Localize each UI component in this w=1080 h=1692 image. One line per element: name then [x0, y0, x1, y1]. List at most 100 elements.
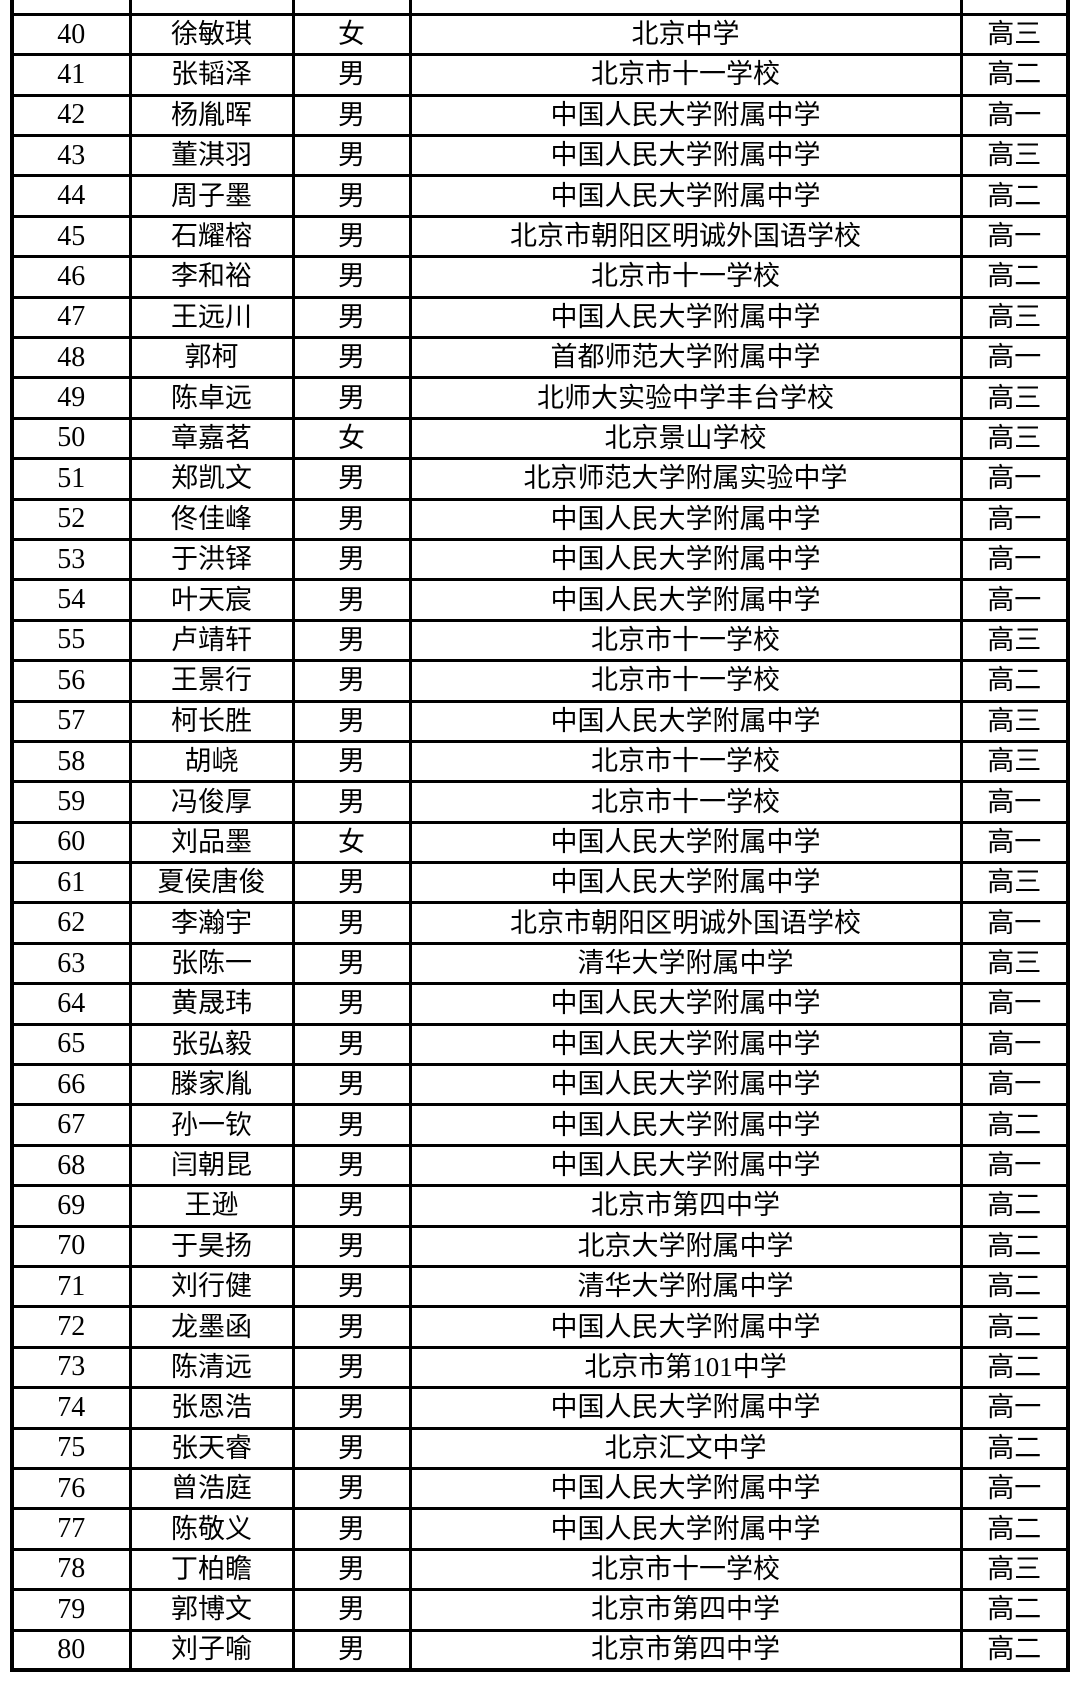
- cell-name: 夏侯唐俊: [128, 861, 295, 905]
- cell-grade: 高一: [959, 1022, 1070, 1067]
- cell-school: 中国人民大学附属中学: [408, 537, 963, 582]
- cell-name: 黄晟玮: [128, 982, 295, 1026]
- cell-grade: 高二: [959, 1264, 1070, 1309]
- cell-grade: 高一: [959, 457, 1070, 501]
- cell-grade: 高二: [959, 1305, 1070, 1349]
- cell-name: 周子墨: [128, 174, 295, 218]
- cell-school: 中国人民大学附属中学: [408, 699, 963, 743]
- cell-gender: 男: [291, 618, 412, 663]
- cell-grade: 高三: [959, 618, 1070, 663]
- table-row: 60 刘品墨女中国人民大学附属中学 高一: [10, 820, 1070, 865]
- cell-grade: 高三: [959, 376, 1070, 420]
- table-row: 42 杨胤晖男中国人民大学附属中学 高一: [10, 93, 1070, 138]
- table-row: 77 陈敬义男中国人民大学附属中学 高二: [10, 1507, 1070, 1551]
- cell-school: 中国人民大学附属中学: [408, 93, 963, 138]
- cell-gender: 男: [291, 174, 412, 218]
- cell-gender: 男: [291, 1466, 412, 1511]
- cell-grade: 高二: [959, 1628, 1070, 1672]
- table-row: 52 佟佳峰男中国人民大学附属中学 高一: [10, 497, 1070, 541]
- cell-school: 中国人民大学附属中学: [408, 1507, 963, 1551]
- cell-gender: 男: [291, 861, 412, 905]
- cell-grade: 高一: [959, 780, 1070, 824]
- cell-empty: [128, 0, 295, 16]
- cell-no: 60: [10, 820, 132, 865]
- cell-gender: 男: [291, 134, 412, 178]
- table-row: 54 叶天宸男中国人民大学附属中学 高一: [10, 578, 1070, 622]
- cell-gender: 男: [291, 780, 412, 824]
- cell-gender: 男: [291, 901, 412, 945]
- cell-grade: 高二: [959, 1426, 1070, 1470]
- cell-name: 郭柯: [128, 336, 295, 380]
- cell-school: 北京市第四中学: [408, 1184, 963, 1228]
- cell-name: 张恩浩: [128, 1386, 295, 1430]
- cell-grade: 高一: [959, 214, 1070, 259]
- cell-gender: 男: [291, 214, 412, 259]
- table-row: 44 周子墨男中国人民大学附属中学 高二: [10, 174, 1070, 218]
- cell-name: 章嘉茗: [128, 416, 295, 461]
- table-row: 41 张韬泽男北京市十一学校 高二: [10, 53, 1070, 97]
- cell-school: 中国人民大学附属中学: [408, 861, 963, 905]
- cell-name: 丁柏瞻: [128, 1547, 295, 1592]
- cell-name: 孙一钦: [128, 1103, 295, 1147]
- cell-gender: 男: [291, 1386, 412, 1430]
- table-row: 78 丁柏瞻男北京市十一学校 高三: [10, 1547, 1070, 1592]
- cell-no: 63: [10, 941, 132, 986]
- cell-grade: 高三: [959, 941, 1070, 986]
- cell-no: 77: [10, 1507, 132, 1551]
- table-row: 58 胡峣男北京市十一学校 高三: [10, 739, 1070, 784]
- cell-gender: 男: [291, 255, 412, 299]
- cell-gender: 男: [291, 1345, 412, 1390]
- cell-no: 48: [10, 336, 132, 380]
- cell-name: 王远川: [128, 295, 295, 340]
- cell-name: 张天睿: [128, 1426, 295, 1470]
- table-row: 70 于昊扬男北京大学附属中学 高二: [10, 1224, 1070, 1269]
- cell-name: 张陈一: [128, 941, 295, 986]
- cell-no: 76: [10, 1466, 132, 1511]
- table-row: 75 张天睿男北京汇文中学 高二: [10, 1426, 1070, 1470]
- cell-no: 46: [10, 255, 132, 299]
- cell-name: 滕家胤: [128, 1063, 295, 1107]
- cell-no: 64: [10, 982, 132, 1026]
- cell-name: 冯俊厚: [128, 780, 295, 824]
- cell-no: 43: [10, 134, 132, 178]
- table-row: 74 张恩浩男中国人民大学附属中学 高一: [10, 1386, 1070, 1430]
- table-row: 66 滕家胤男中国人民大学附属中学 高一: [10, 1063, 1070, 1107]
- table-row: 61 夏侯唐俊男中国人民大学附属中学 高三: [10, 861, 1070, 905]
- cell-school: 中国人民大学附属中学: [408, 1063, 963, 1107]
- cell-school: 中国人民大学附属中学: [408, 1386, 963, 1430]
- table-row: 45 石耀榕男北京市朝阳区明诚外国语学校 高一: [10, 214, 1070, 259]
- cell-school: 北京市朝阳区明诚外国语学校: [408, 901, 963, 945]
- cell-name: 卢靖轩: [128, 618, 295, 663]
- cell-school: 北京市十一学校: [408, 780, 963, 824]
- table-row: 71 刘行健男清华大学附属中学 高二: [10, 1264, 1070, 1309]
- cell-empty: [291, 0, 412, 16]
- table-row: 49 陈卓远男北师大实验中学丰台学校 高三: [10, 376, 1070, 420]
- cell-name: 曾浩庭: [128, 1466, 295, 1511]
- cell-no: 50: [10, 416, 132, 461]
- cell-empty: [408, 0, 963, 16]
- table-row: 47 王远川男中国人民大学附属中学 高三: [10, 295, 1070, 340]
- cell-gender: 男: [291, 1063, 412, 1107]
- cell-school: 北师大实验中学丰台学校: [408, 376, 963, 420]
- cell-grade: 高三: [959, 739, 1070, 784]
- table-row: 68 闫朝昆男中国人民大学附属中学 高一: [10, 1143, 1070, 1188]
- cell-gender: 男: [291, 1426, 412, 1470]
- cell-grade: 高三: [959, 861, 1070, 905]
- cell-gender: 女: [291, 820, 412, 865]
- cell-grade: 高二: [959, 174, 1070, 218]
- cell-grade: 高一: [959, 1143, 1070, 1188]
- cell-empty: [959, 0, 1070, 16]
- cell-no: 70: [10, 1224, 132, 1269]
- cell-school: 北京市十一学校: [408, 53, 963, 97]
- table-row: 53 于洪铎男中国人民大学附属中学 高一: [10, 537, 1070, 582]
- cell-school: 北京市十一学校: [408, 659, 963, 703]
- cell-grade: 高二: [959, 659, 1070, 703]
- table-row: 73 陈清远男北京市第101中学 高二: [10, 1345, 1070, 1390]
- cell-gender: 男: [291, 1143, 412, 1188]
- cell-no: 74: [10, 1386, 132, 1430]
- cell-name: 刘行健: [128, 1264, 295, 1309]
- cell-gender: 男: [291, 1628, 412, 1672]
- cell-school: 北京景山学校: [408, 416, 963, 461]
- table-row: 57 柯长胜男中国人民大学附属中学 高三: [10, 699, 1070, 743]
